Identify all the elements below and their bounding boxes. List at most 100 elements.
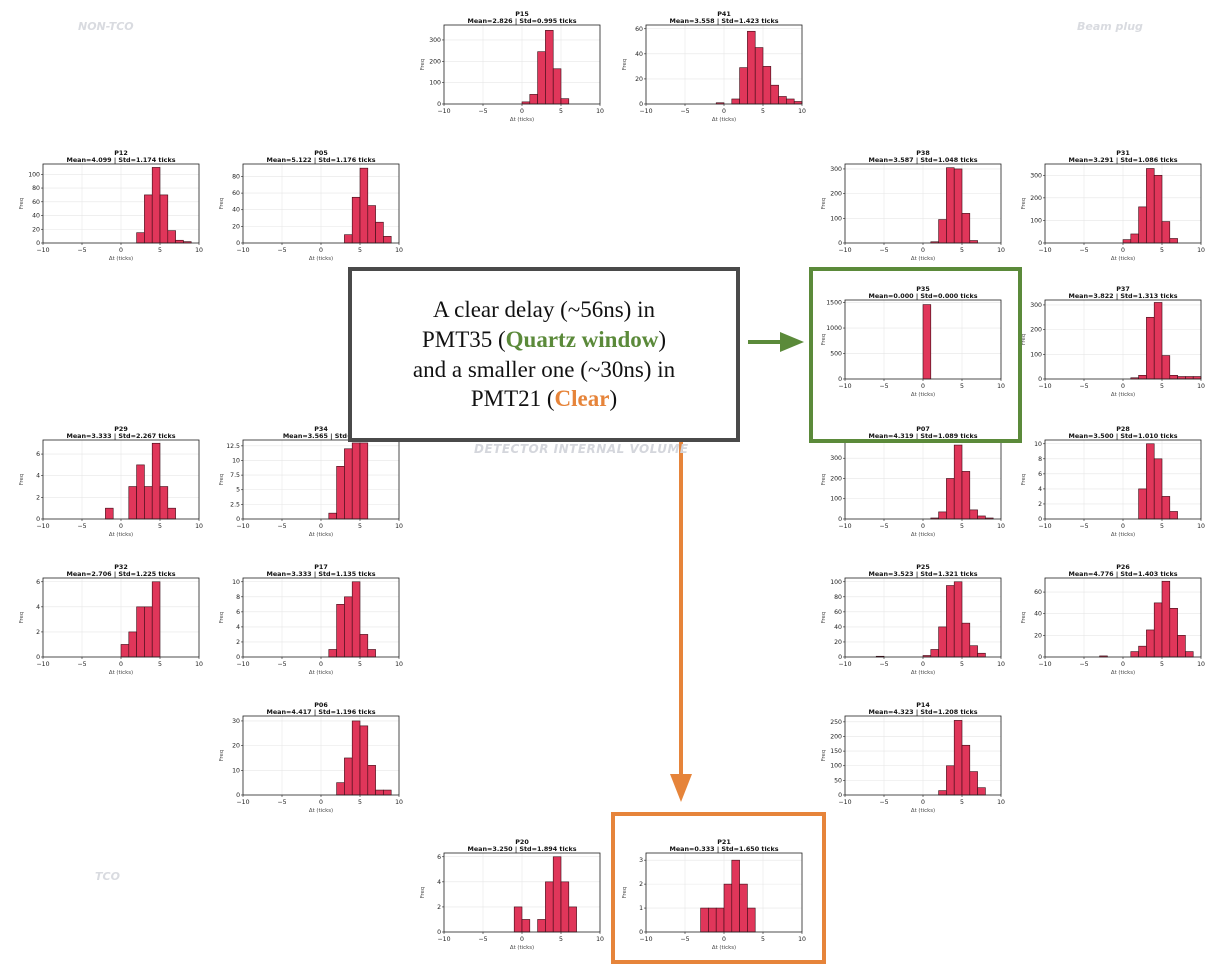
- p28-ytick-label: 4: [1038, 486, 1042, 493]
- p06-xtick-label: 10: [395, 799, 403, 806]
- p17-subtitle: Mean=3.333 | Std=1.135 ticks: [266, 570, 375, 579]
- p31-bar: [1169, 238, 1178, 244]
- p28-subtitle: Mean=3.500 | Std=1.010 ticks: [1068, 432, 1177, 441]
- p26-bar: [1177, 635, 1186, 658]
- p07-xtick-label: 0: [921, 523, 925, 530]
- p38-xtick-label: 0: [921, 247, 925, 254]
- p05-ylabel: Freq: [219, 198, 225, 210]
- p31-ytick-label: 100: [1030, 217, 1042, 224]
- p07-xtick-label: 10: [997, 523, 1005, 530]
- p35-xtick-label: −5: [879, 383, 888, 390]
- p28-bar: [1161, 496, 1171, 520]
- p41-ytick-label: 60: [635, 26, 643, 33]
- p25-xlabel: Δt (ticks): [911, 670, 935, 676]
- p34-bar: [336, 466, 345, 520]
- callout-clear: Clear: [554, 386, 610, 412]
- callout-line-3: and a smaller one (~30ns) in: [412, 356, 676, 382]
- p07-bar: [946, 478, 955, 520]
- p15-title: P15: [515, 10, 529, 18]
- p29-ylabel: Freq: [19, 474, 25, 486]
- p05-ytick-label: 0: [236, 240, 240, 247]
- p21-ytick-label: 1: [639, 905, 643, 912]
- p31-bar: [1146, 168, 1155, 244]
- p12-xtick-label: 10: [195, 247, 203, 254]
- p31-bar: [1153, 174, 1163, 244]
- p32-ytick-label: 6: [36, 579, 40, 586]
- p14-subtitle: Mean=4.323 | Std=1.208 ticks: [868, 708, 977, 717]
- p41-xtick-label: −10: [639, 108, 652, 115]
- p07-xtick-label: −10: [838, 523, 851, 530]
- p20-bar: [513, 906, 523, 933]
- p17-xtick-label: 5: [358, 661, 362, 668]
- p29-bar: [128, 486, 137, 520]
- p29-bar: [159, 486, 169, 520]
- p06-xlabel: Δt (ticks): [309, 808, 333, 814]
- p25-ytick-label: 60: [834, 609, 842, 616]
- p14-ytick-label: 250: [830, 719, 842, 726]
- p29-xtick-label: 10: [195, 523, 203, 530]
- p41-ytick-label: 0: [639, 101, 643, 108]
- p14-bar: [969, 771, 978, 796]
- p29-title: P29: [114, 425, 128, 433]
- p29-ytick-label: 2: [36, 494, 40, 501]
- p28-ytick-label: 2: [1038, 501, 1042, 508]
- p17-xtick-label: 10: [395, 661, 403, 668]
- p06-ytick-label: 0: [236, 792, 240, 799]
- p38-xlabel: Δt (ticks): [911, 256, 935, 262]
- p34-title: P34: [314, 425, 328, 433]
- p38-xtick-label: −10: [838, 247, 851, 254]
- p14-xtick-label: −10: [838, 799, 851, 806]
- p28-ylabel: Freq: [1021, 474, 1027, 486]
- p35-ytick-label: 0: [838, 376, 842, 383]
- p37-xtick-label: 0: [1121, 383, 1125, 390]
- p41-bar: [739, 67, 748, 105]
- p37-xlabel: Δt (ticks): [1111, 392, 1135, 398]
- p41-ytick-label: 40: [635, 51, 643, 58]
- p26-ytick-label: 20: [1034, 632, 1042, 639]
- p06-bar: [336, 782, 345, 796]
- p38-bar: [961, 213, 971, 244]
- p15-xtick-label: 10: [596, 108, 604, 115]
- p21-ytick-label: 0: [639, 929, 643, 936]
- p15-ytick-label: 200: [429, 58, 441, 65]
- p17-xtick-label: −5: [277, 661, 286, 668]
- p12-title: P12: [114, 149, 128, 157]
- callout-pmt35-prefix: PMT35 (: [421, 326, 506, 352]
- p34-bar: [328, 512, 337, 520]
- delay-callout-box: A clear delay (~56ns) in PMT35 (Quartz w…: [348, 267, 740, 442]
- p26-xtick-label: −5: [1079, 661, 1088, 668]
- p07-bar: [953, 444, 963, 520]
- p14-ytick-label: 150: [830, 748, 842, 755]
- detector-internal-volume-label: DETECTOR INTERNAL VOLUME: [474, 442, 689, 456]
- p25-xtick-label: −10: [838, 661, 851, 668]
- p12-ytick-label: 100: [28, 171, 40, 178]
- p12-bar: [144, 194, 153, 244]
- p20-bar: [545, 881, 554, 933]
- p20-ytick-label: 0: [437, 929, 441, 936]
- p34-bar: [351, 442, 361, 520]
- p28-bar: [1146, 443, 1155, 520]
- p34-ylabel: Freq: [219, 474, 225, 486]
- p06-xtick-label: 0: [319, 799, 323, 806]
- p05-ytick-label: 80: [232, 173, 240, 180]
- p14-xtick-label: 10: [997, 799, 1005, 806]
- p41-xtick-label: 10: [798, 108, 806, 115]
- p28-bar: [1153, 458, 1163, 520]
- p29-xtick-label: 0: [119, 523, 123, 530]
- p29-ytick-label: 4: [36, 473, 40, 480]
- p25-xtick-label: −5: [879, 661, 888, 668]
- p20-xtick-label: −5: [478, 936, 487, 943]
- p12-bar: [151, 167, 161, 244]
- p14-bar: [977, 787, 986, 796]
- p21-xtick-label: 0: [722, 936, 726, 943]
- p17-ylabel: Freq: [219, 612, 225, 624]
- p35-xtick-label: −10: [838, 383, 851, 390]
